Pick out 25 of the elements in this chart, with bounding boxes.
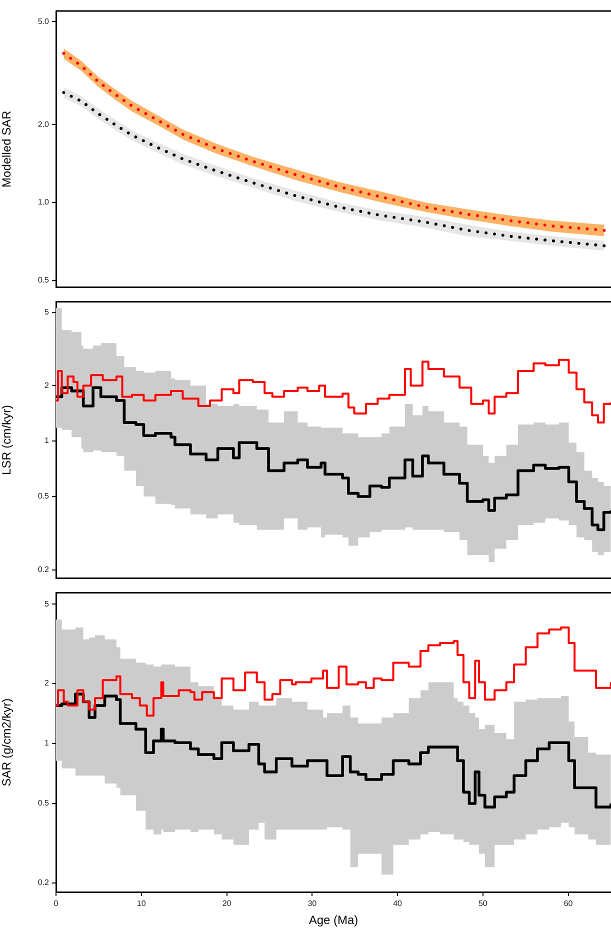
y-tick-label: 5 — [44, 307, 50, 316]
x-tick-label: 20 — [222, 899, 232, 908]
y-tick-label: 5 — [44, 599, 50, 608]
y-tick-label: 2.0 — [38, 120, 50, 129]
y-tick-label: 0.2 — [38, 564, 50, 574]
x-tick-label: 40 — [393, 899, 403, 908]
x-tick-label: 30 — [308, 899, 318, 908]
y-tick-label: 2 — [44, 678, 50, 688]
y-tick-label: 1 — [44, 738, 50, 748]
y-tick-label: 0.5 — [38, 275, 50, 284]
y-axis-title: SAR (g/cm2/kyr) — [0, 698, 14, 786]
y-axis-title: Modelled SAR — [0, 110, 14, 188]
y-tick-label: 1.0 — [38, 198, 50, 207]
x-tick-label: 0 — [54, 899, 59, 908]
y-tick-label: 1 — [44, 436, 50, 446]
x-tick-label: 60 — [564, 899, 574, 908]
y-axis-title: LSR (cm/kyr) — [0, 405, 14, 475]
x-tick-label: 10 — [136, 899, 146, 908]
x-axis-title: Age (Ma) — [308, 913, 358, 928]
y-tick-label: 0.5 — [38, 492, 50, 501]
x-tick-label: 50 — [478, 899, 488, 908]
y-tick-label: 0.5 — [38, 798, 50, 808]
y-tick-label: 0.2 — [38, 878, 50, 888]
y-tick-label: 5.0 — [38, 16, 50, 26]
y-tick-label: 2 — [44, 380, 50, 390]
